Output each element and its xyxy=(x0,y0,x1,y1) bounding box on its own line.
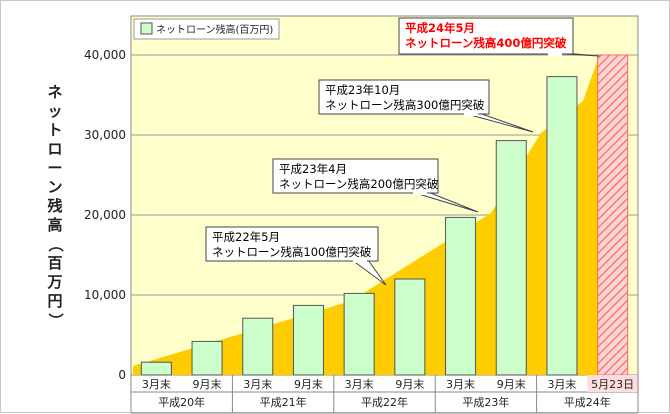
x-tick-label: 9月末 xyxy=(497,377,526,391)
y-axis-title-char: 残 xyxy=(47,197,63,215)
callout-box xyxy=(272,158,439,194)
callout-text: 平成23年4月 xyxy=(279,162,347,176)
callout-text: ネットローン残高300億円突破 xyxy=(325,98,485,112)
y-axis-title-char: 高 xyxy=(47,216,63,234)
bar xyxy=(140,361,172,376)
bar xyxy=(495,140,527,376)
x-tick-label: 3月末 xyxy=(243,377,272,391)
callout-text: ネットローン残高400億円突破 xyxy=(405,36,567,50)
callout-join xyxy=(353,259,367,263)
x-tick-label: 3月末 xyxy=(547,377,576,391)
callout-text: 平成24年5月 xyxy=(405,21,475,35)
bar xyxy=(242,317,274,376)
callout-join xyxy=(464,112,478,116)
y-axis-title-char: ト xyxy=(47,121,63,139)
bar xyxy=(394,278,426,376)
y-axis-title-char: 百 xyxy=(47,254,63,272)
bar xyxy=(292,304,324,376)
callout-join xyxy=(548,52,562,56)
y-axis-title-char: 円 xyxy=(47,292,63,310)
group-label: 平成24年 xyxy=(564,395,611,409)
bar xyxy=(445,216,477,376)
callout-box xyxy=(318,79,490,115)
y-tick-label: 40,000 xyxy=(84,48,126,62)
y-axis-title: ネットローン残高（百万円） xyxy=(43,83,67,330)
x-tick-label: 5月23日 xyxy=(591,378,634,391)
group-label: 平成23年 xyxy=(462,395,509,409)
x-tick-label: 3月末 xyxy=(345,377,374,391)
group-label: 平成22年 xyxy=(361,395,408,409)
callout-text: ネットローン残高200億円突破 xyxy=(279,177,439,191)
bar xyxy=(343,292,375,376)
growth-area xyxy=(133,55,613,375)
y-tick-label: 10,000 xyxy=(84,288,126,302)
x-tick-label: 9月末 xyxy=(395,377,424,391)
callout-text: 平成22年5月 xyxy=(212,230,280,244)
y-axis-title-char: ネ xyxy=(47,83,63,101)
x-tick-label: 9月末 xyxy=(193,377,222,391)
x-tick-label: 3月末 xyxy=(142,377,171,391)
callout-box xyxy=(205,226,379,262)
highlight-cell xyxy=(587,375,638,392)
y-tick-label: 20,000 xyxy=(84,208,126,222)
callout-join xyxy=(413,191,427,195)
group-label: 平成21年 xyxy=(260,395,307,409)
legend-box xyxy=(133,18,280,40)
y-axis-title-char: ッ xyxy=(47,102,63,120)
legend-swatch xyxy=(140,22,153,35)
callout-box xyxy=(398,17,574,55)
legend-label: ネットローン残高(百万円) xyxy=(156,23,273,36)
group-label: 平成20年 xyxy=(158,395,205,409)
y-tick-label: 30,000 xyxy=(84,128,126,142)
y-axis-title-char: ー xyxy=(47,159,63,177)
x-tick-label: 9月末 xyxy=(294,377,323,391)
y-axis-title-char: ン xyxy=(47,178,63,196)
bar xyxy=(546,76,578,376)
callout-text: 平成23年10月 xyxy=(325,83,400,97)
y-tick-label: 0 xyxy=(118,368,126,382)
y-axis-title-char: ロ xyxy=(47,140,63,158)
x-tick-label: 3月末 xyxy=(446,377,475,391)
callout-text: ネットローン残高100億円突破 xyxy=(212,245,372,259)
bar xyxy=(191,340,223,376)
y-axis-title-char: 万 xyxy=(47,273,63,291)
bar-highlight xyxy=(597,54,629,376)
